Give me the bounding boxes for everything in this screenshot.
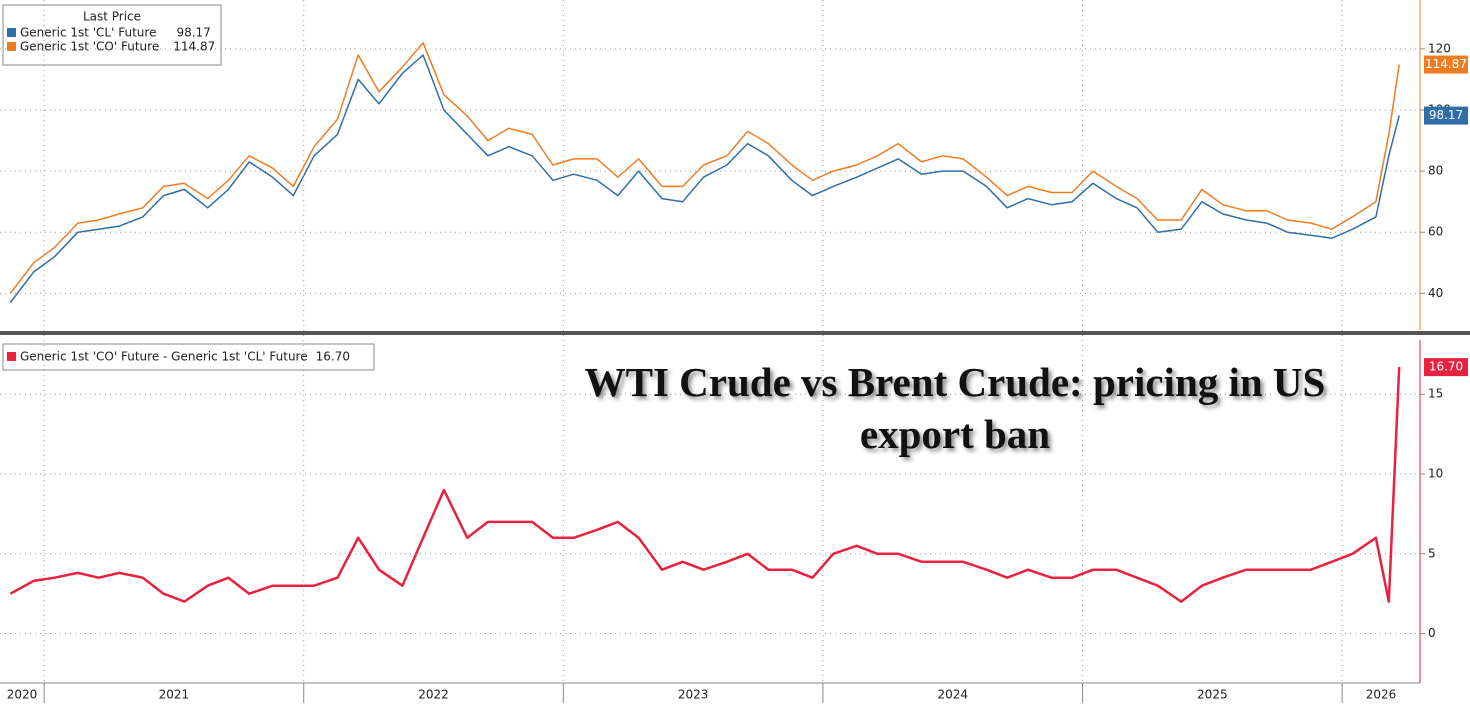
value-tag xyxy=(1424,106,1468,125)
value-tag-label: 98.17 xyxy=(1429,108,1463,122)
legend-swatch xyxy=(7,28,16,37)
series-line xyxy=(9,42,1400,294)
value-tag-label: 114.87 xyxy=(1425,57,1467,71)
y-tick-label: 15 xyxy=(1428,387,1443,401)
x-tick-label: 2020 xyxy=(7,688,38,702)
value-tag xyxy=(1424,55,1468,74)
legend-value: 98.17 xyxy=(176,26,210,40)
x-tick-label: 2024 xyxy=(937,688,968,702)
value-tag xyxy=(1424,358,1468,377)
legend-label: Generic 1st 'CL' Future xyxy=(20,26,156,40)
legend-box xyxy=(2,343,375,371)
y-tick-label: 120 xyxy=(1428,41,1451,55)
x-tick-label: 2021 xyxy=(159,688,190,702)
legend-label: Generic 1st 'CO' Future - Generic 1st 'C… xyxy=(20,350,308,364)
panel-divider xyxy=(0,331,1470,335)
legend-value: 16.70 xyxy=(316,350,350,364)
annotation: WTI Crude vs Brent Crude: pricing in US … xyxy=(584,359,1326,457)
y-tick-label: 0 xyxy=(1428,626,1436,640)
y-tick-label: 5 xyxy=(1428,546,1436,560)
legend-swatch xyxy=(7,352,16,361)
series-line xyxy=(9,367,1401,603)
x-tick-label: 2022 xyxy=(418,688,449,702)
legend-title: Last Price xyxy=(83,10,141,24)
legend-value: 114.87 xyxy=(173,40,215,54)
y-tick-label: 80 xyxy=(1428,164,1443,178)
value-tag-label: 16.70 xyxy=(1429,360,1463,374)
y-tick-label: 60 xyxy=(1428,225,1443,239)
series-line xyxy=(9,54,1400,303)
legend-label: Generic 1st 'CO' Future xyxy=(20,40,159,54)
y-tick-label: 10 xyxy=(1428,467,1443,481)
legend-box xyxy=(2,4,222,66)
legend-swatch xyxy=(7,42,16,51)
x-tick-label: 2025 xyxy=(1197,688,1228,702)
x-tick-label: 2023 xyxy=(678,688,709,702)
y-tick-label: 40 xyxy=(1428,286,1443,300)
x-tick-label: 2026 xyxy=(1366,688,1397,702)
